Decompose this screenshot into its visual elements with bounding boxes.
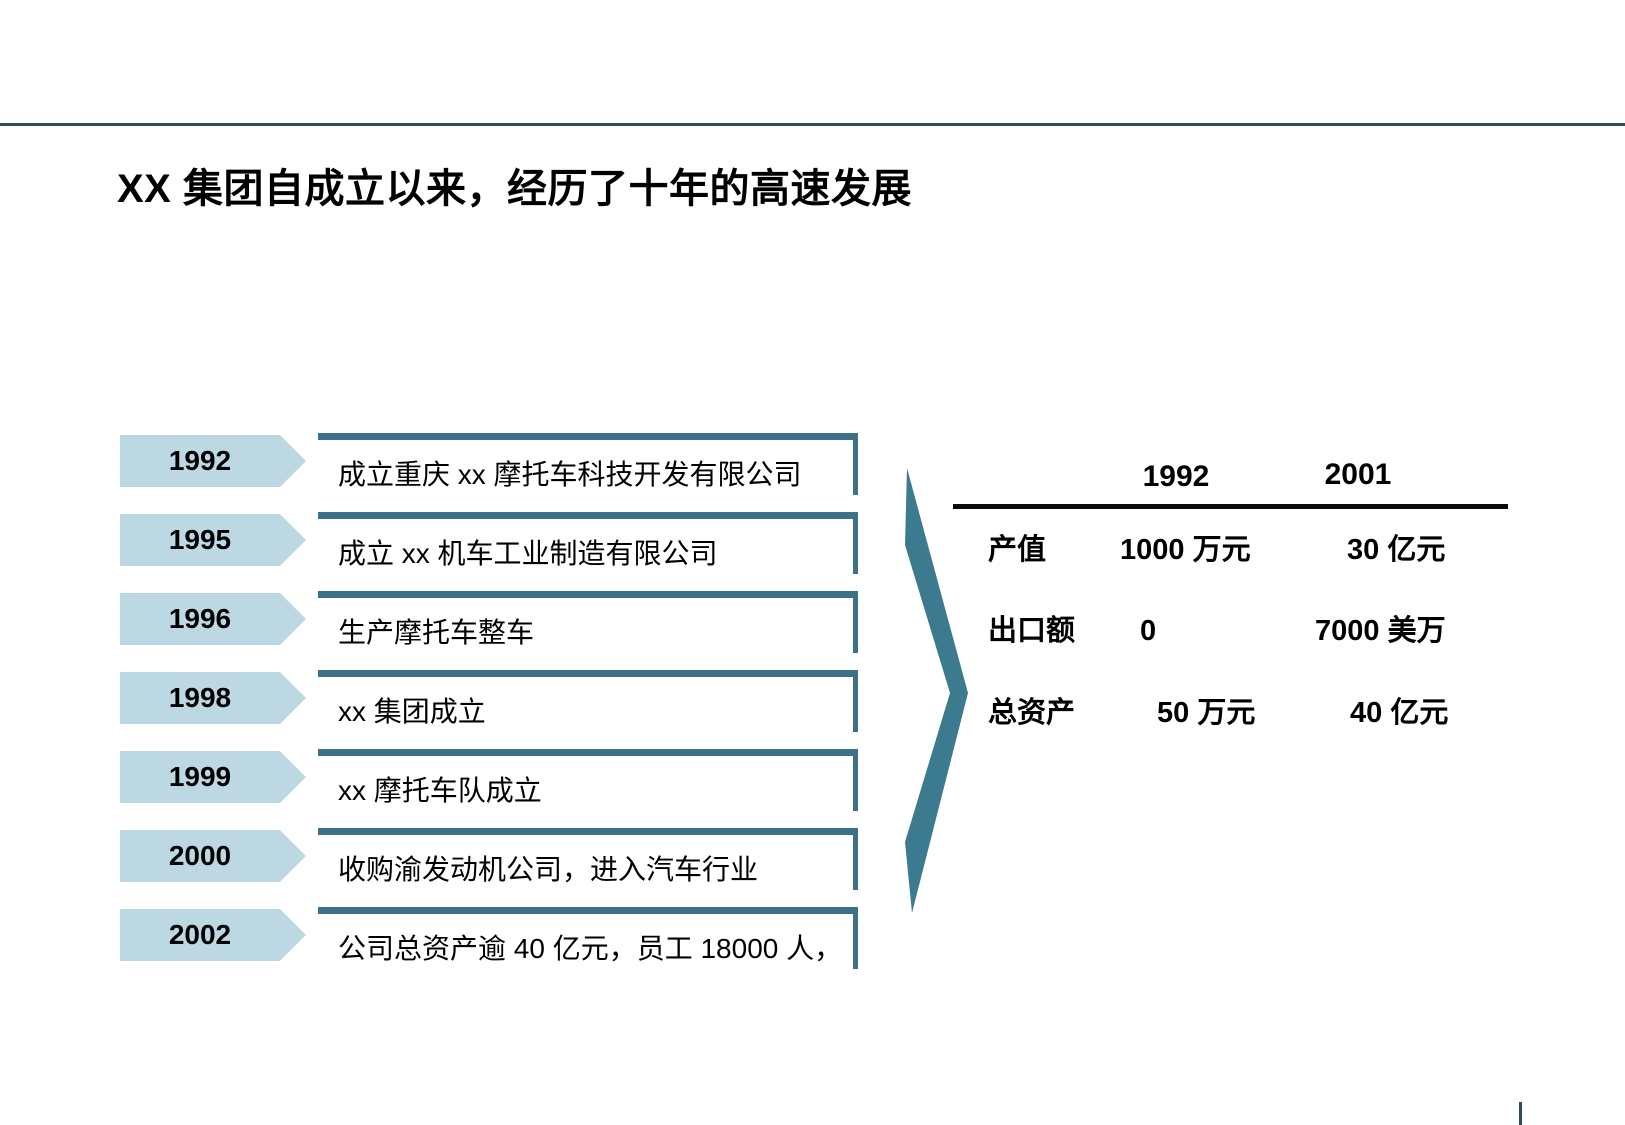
timeline-row-1998: 1998 xx 集团成立 <box>0 670 1625 749</box>
timeline-row-1996: 1996 生产摩托车整车 <box>0 591 1625 670</box>
event-text: 收购渝发动机公司，进入汽车行业 <box>338 854 759 885</box>
year-label: 1996 <box>168 603 232 634</box>
event-text: 成立 xx 机车工业制造有限公司 <box>338 538 718 569</box>
year-arrow-icon: 2000 <box>120 830 306 882</box>
year-label: 2000 <box>168 840 232 871</box>
event-text: xx 集团成立 <box>338 696 486 727</box>
timeline-row-2000: 2000 收购渝发动机公司，进入汽车行业 <box>0 828 1625 907</box>
table-column-header-2001: 2001 <box>1324 458 1392 491</box>
timeline-row-1999: 1999 xx 摩托车队成立 <box>0 749 1625 828</box>
event-text: 公司总资产逾 40 亿元，员工 18000 人， <box>338 933 843 964</box>
table-row-label: 总资产 <box>988 697 1076 729</box>
year-arrow-icon: 1998 <box>120 672 306 724</box>
event-bracket <box>318 670 858 732</box>
chevron-right-icon <box>900 460 972 922</box>
year-label: 1999 <box>168 761 232 792</box>
event-text: xx 摩托车队成立 <box>338 775 542 806</box>
page-number-divider <box>1519 1102 1522 1125</box>
year-label: 1998 <box>168 682 232 713</box>
event-bracket <box>318 433 858 495</box>
year-arrow-icon: 2002 <box>120 909 306 961</box>
event-bracket <box>318 512 858 574</box>
year-arrow-icon: 1999 <box>120 751 306 803</box>
event-bracket <box>318 749 858 811</box>
event-text: 生产摩托车整车 <box>338 617 535 648</box>
table-row-label: 出口额 <box>988 615 1076 647</box>
table-row-label: 产值 <box>988 534 1047 566</box>
timeline-row-1995: 1995 成立 xx 机车工业制造有限公司 <box>0 512 1625 591</box>
timeline-row-1992: 1992 成立重庆 xx 摩托车科技开发有限公司 <box>0 433 1625 512</box>
table-column-header-1992: 1992 <box>1142 460 1210 493</box>
table-value-2001: 40 亿元 <box>1350 697 1449 729</box>
table-value-2001: 7000 美万 <box>1315 615 1446 647</box>
year-label: 2002 <box>168 919 232 950</box>
year-arrow-icon: 1996 <box>120 593 306 645</box>
year-arrow-icon: 1992 <box>120 435 306 487</box>
top-divider-rule <box>0 123 1625 126</box>
year-label: 1995 <box>168 524 232 555</box>
timeline-row-2002: 2002 公司总资产逾 40 亿元，员工 18000 人， <box>0 907 1625 986</box>
table-value-1992: 0 <box>1140 615 1157 647</box>
table-value-2001: 30 亿元 <box>1347 534 1446 566</box>
event-bracket <box>318 591 858 653</box>
year-arrow-icon: 1995 <box>120 514 306 566</box>
table-header-rule <box>953 504 1508 509</box>
year-label: 1992 <box>168 445 232 476</box>
table-value-1992: 50 万元 <box>1157 697 1256 729</box>
event-bracket <box>318 828 858 890</box>
event-text: 成立重庆 xx 摩托车科技开发有限公司 <box>338 459 802 490</box>
slide-title: XX 集团自成立以来，经历了十年的高速发展 <box>117 167 912 211</box>
table-value-1992: 1000 万元 <box>1120 534 1251 566</box>
event-bracket <box>318 907 858 969</box>
